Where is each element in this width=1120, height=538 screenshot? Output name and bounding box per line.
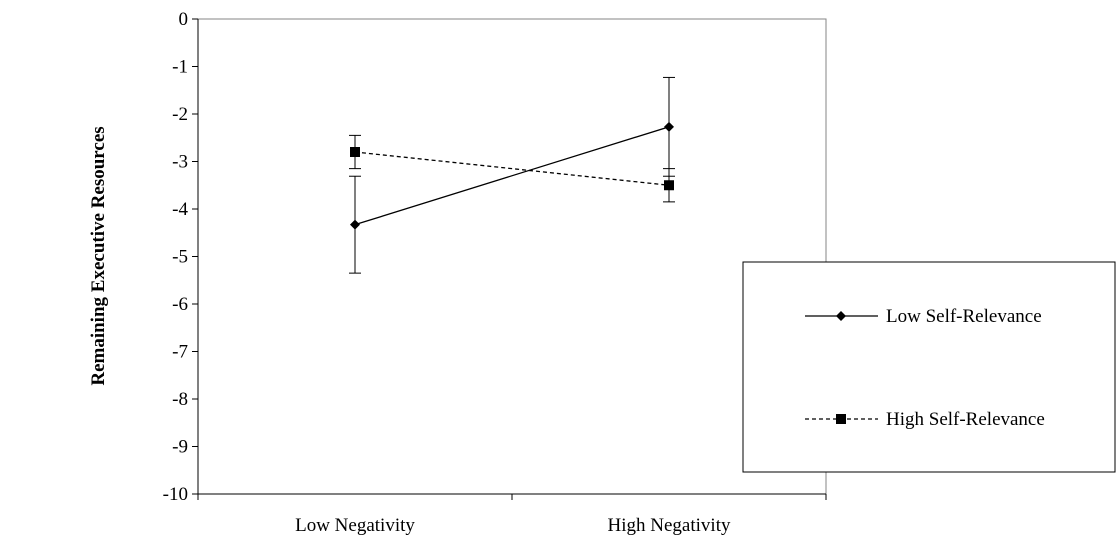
data-point [664,121,674,132]
series-layer [349,76,675,274]
x-tick-label: Low Negativity [295,515,415,536]
series-high-self-relevance [349,134,675,203]
series-line [354,126,670,226]
legend-label: High Self-Relevance [886,409,1045,430]
y-tick-label: 0 [179,9,189,30]
y-tick-label: -6 [172,294,188,315]
y-axis-title: Remaining Executive Resources [88,126,109,385]
y-tick-label: -7 [172,342,188,363]
data-point [350,219,360,230]
plot-area [197,18,827,495]
y-tick-label: -3 [172,152,188,173]
y-tick-label: -5 [172,247,188,268]
x-tick-label: High Negativity [608,515,731,536]
data-point [664,180,674,191]
y-tick-label: -10 [163,484,188,505]
x-ticks: Low Negativity High Negativity [197,494,827,536]
series-line [354,151,670,186]
legend-box [742,261,1116,473]
y-ticks: 0 -1 -2 -3 -4 -5 -6 -7 -8 -9 -10 [163,9,198,505]
legend-label: Low Self-Relevance [886,306,1042,327]
y-tick-label: -1 [172,57,188,78]
legend-item: High Self-Relevance [805,409,1045,430]
y-tick-label: -8 [172,389,188,410]
legend-item: Low Self-Relevance [805,306,1042,327]
series-low-self-relevance [349,76,675,274]
y-tick-label: -4 [172,199,188,220]
legend-items: Low Self-Relevance High Self-Relevance [805,306,1045,430]
y-tick-label: -2 [172,104,188,125]
data-point [350,147,360,157]
legend: Low Self-Relevance High Self-Relevance [742,261,1116,473]
legend-marker [836,414,846,424]
y-tick-label: -9 [172,437,188,458]
legend-marker [836,311,846,321]
